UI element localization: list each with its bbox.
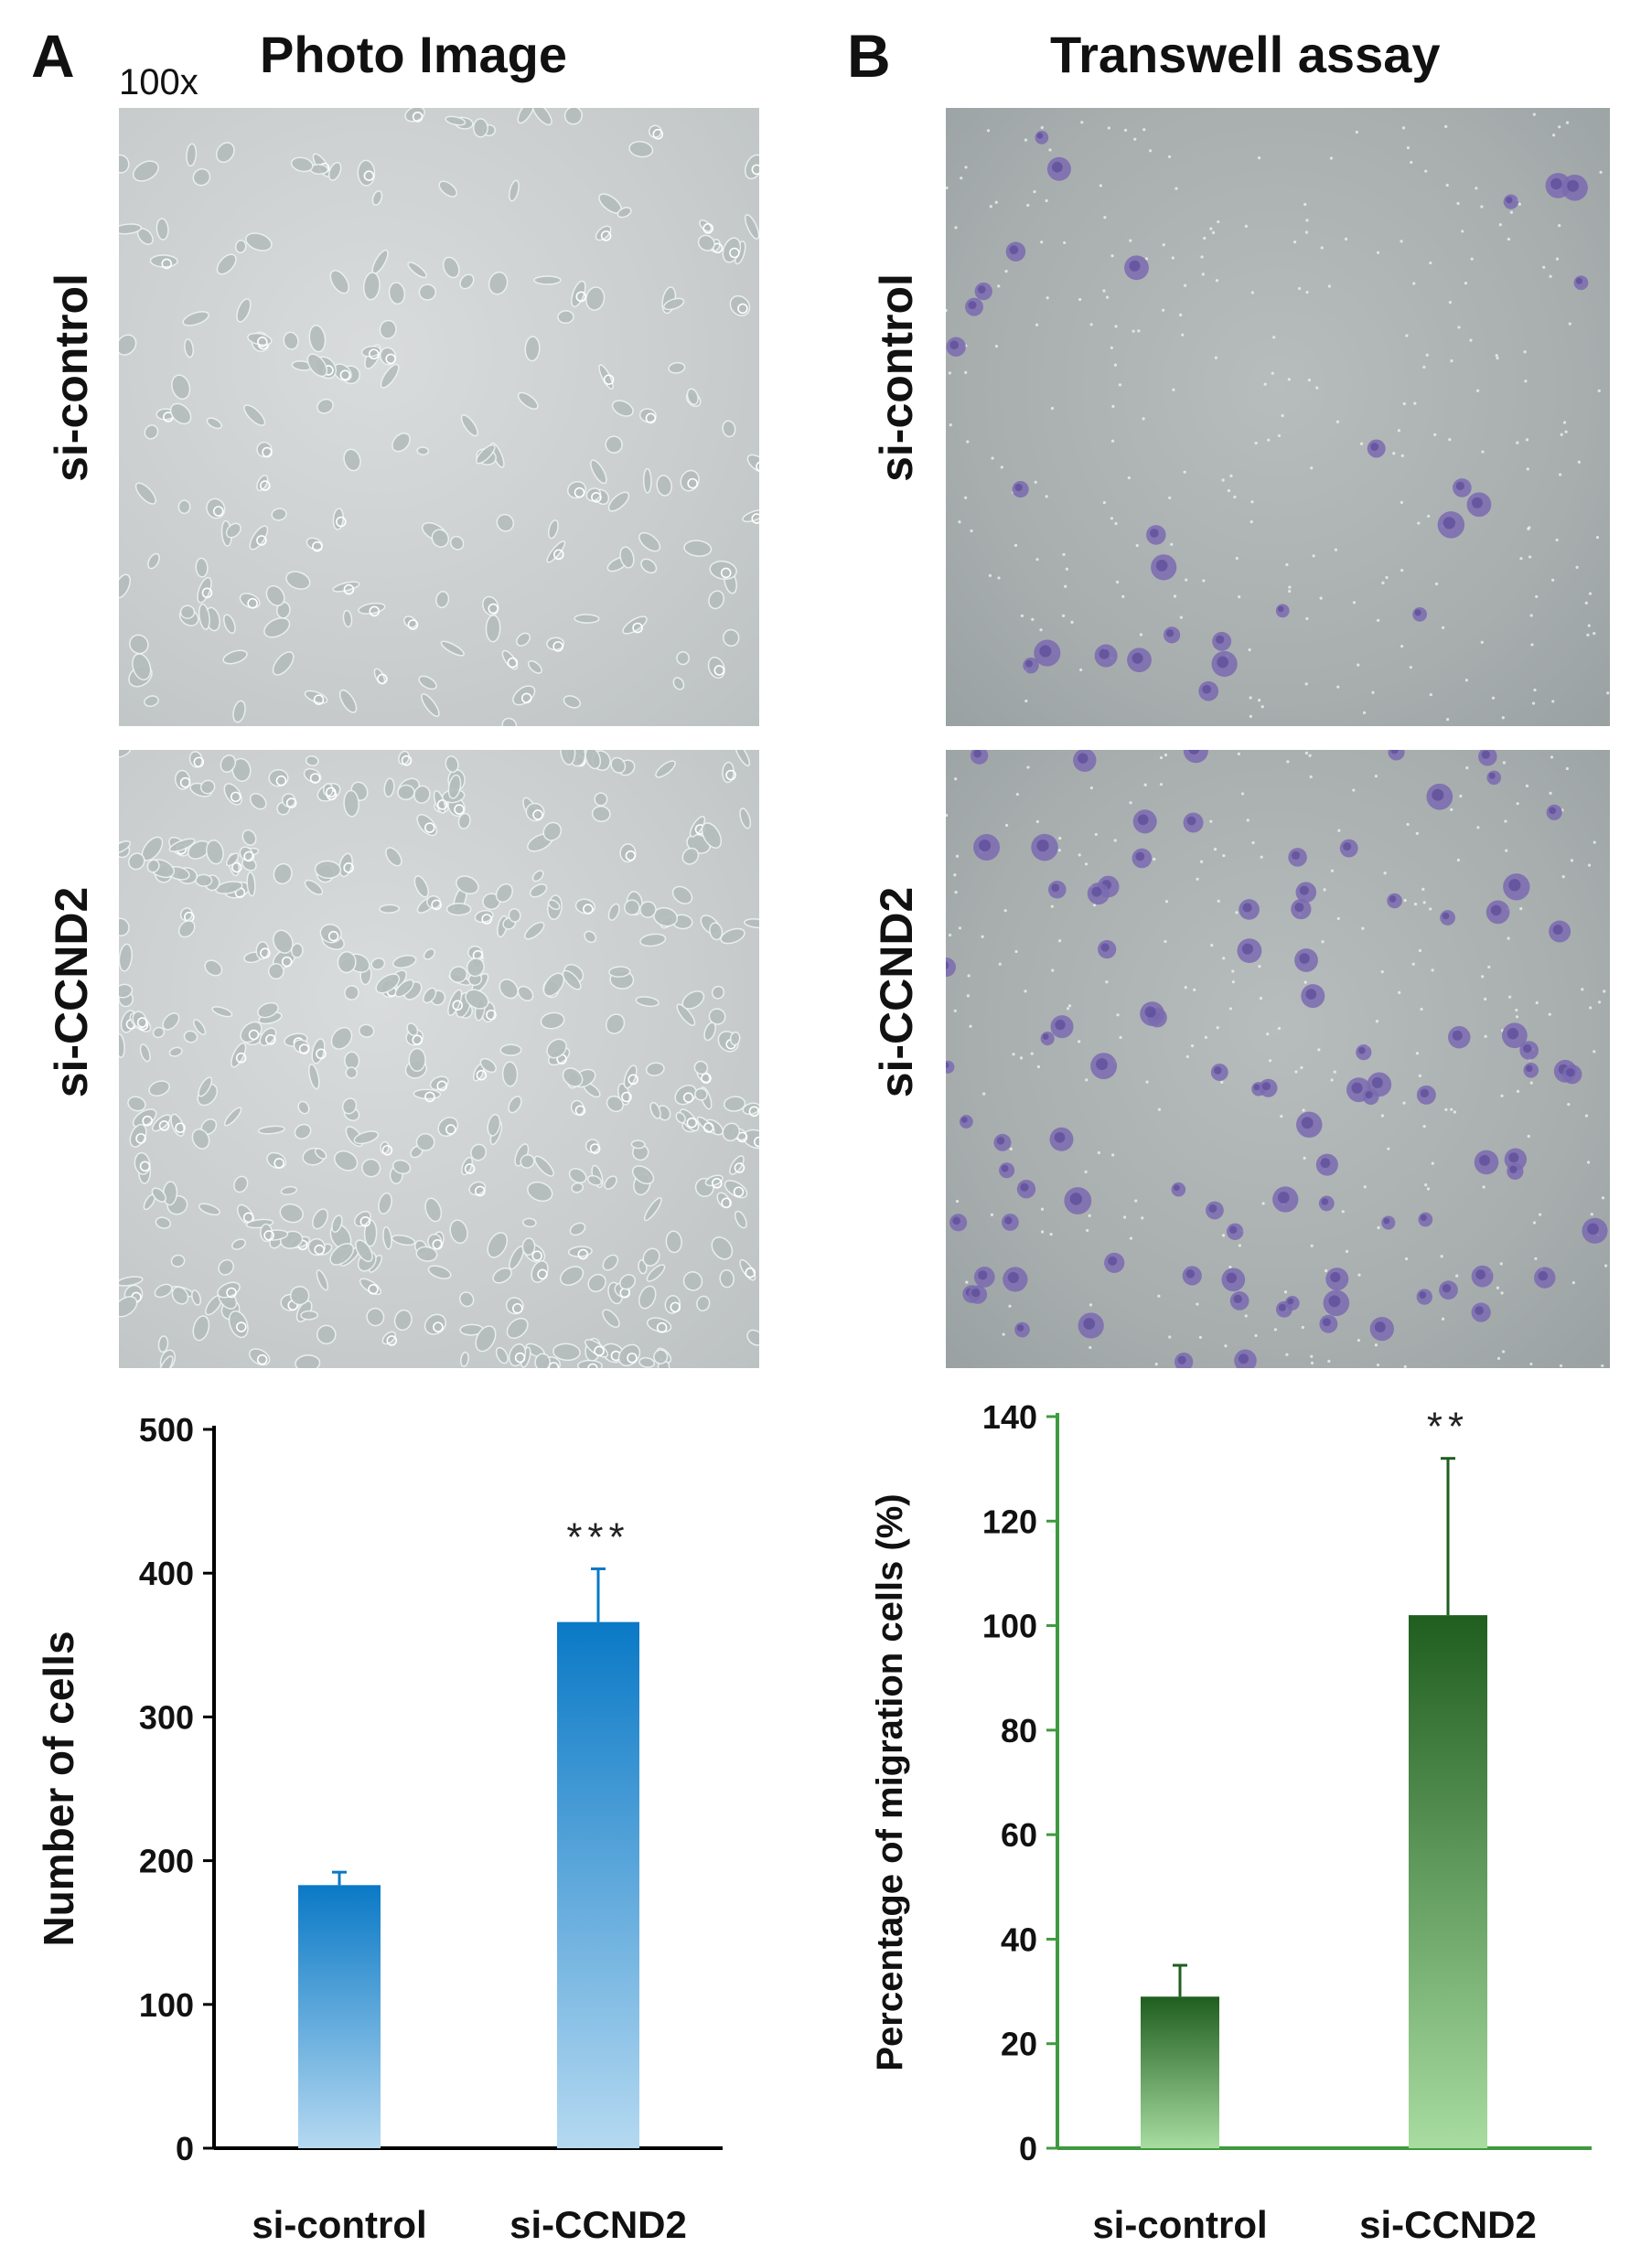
x-tick-label: si-control [252,2203,426,2246]
micrograph-transwell-si-ccnd2 [946,750,1610,1368]
bar-si-ccnd2 [1409,1615,1487,2148]
cell-texture [119,750,759,1368]
cell-texture [946,750,1608,1368]
row-label-si-control-b: si-control [871,273,922,482]
y-tick-label: 100 [139,1986,194,2024]
y-tick-label: 140 [982,1398,1037,1436]
bar-si-control [298,1885,381,2148]
panel-b-title: Transwell assay [1050,26,1441,83]
row-label-si-ccnd2-b: si-CCND2 [871,886,922,1098]
significance-marker: ** [1427,1405,1469,1450]
chart-number-of-cells: 0 100 200 300 400 500 Number of cells si-contro… [0,1372,823,2263]
y-axis-label: Number of cells [35,1631,82,1946]
micrograph-transwell-si-control [946,108,1610,726]
bar-si-ccnd2 [557,1621,639,2148]
y-axis-label: Percentage of migration cells (%) [870,1493,910,2070]
y-tick-label: 40 [1001,1920,1037,1958]
y-tick-label: 0 [1019,2130,1037,2167]
y-tick-label: 400 [139,1555,194,1592]
panel-b-letter: B [847,22,891,90]
x-tick-label: si-control [1092,2203,1267,2246]
x-tick-label: si-CCND2 [509,2203,687,2246]
x-tick-label: si-CCND2 [1359,2203,1537,2246]
y-tick-label: 300 [139,1698,194,1736]
significance-marker: *** [566,1514,629,1559]
y-tick-label: 0 [176,2130,194,2167]
y-tick-label: 20 [1001,2026,1037,2063]
y-tick-label: 500 [139,1411,194,1449]
magnification-label: 100x [119,62,198,102]
row-label-si-control-a: si-control [46,273,97,482]
chart-percentage-migration: 0 20 40 60 80 100 120 140 Percentage of migratio… [823,1372,1641,2263]
cell-texture [946,112,1610,722]
y-tick-label: 60 [1001,1816,1037,1854]
y-tick-label: 80 [1001,1712,1037,1749]
panel-a-letter: A [31,22,75,90]
micrograph-photo-si-ccnd2 [119,750,759,1368]
cell-texture [119,108,759,726]
y-tick-label: 100 [982,1608,1037,1645]
micrograph-photo-si-control [119,108,759,726]
panel-a-title: Photo Image [260,26,568,83]
bar-si-control [1141,1996,1219,2148]
y-tick-label: 200 [139,1843,194,1880]
row-label-si-ccnd2-a: si-CCND2 [46,886,97,1098]
y-tick-label: 120 [982,1503,1037,1540]
